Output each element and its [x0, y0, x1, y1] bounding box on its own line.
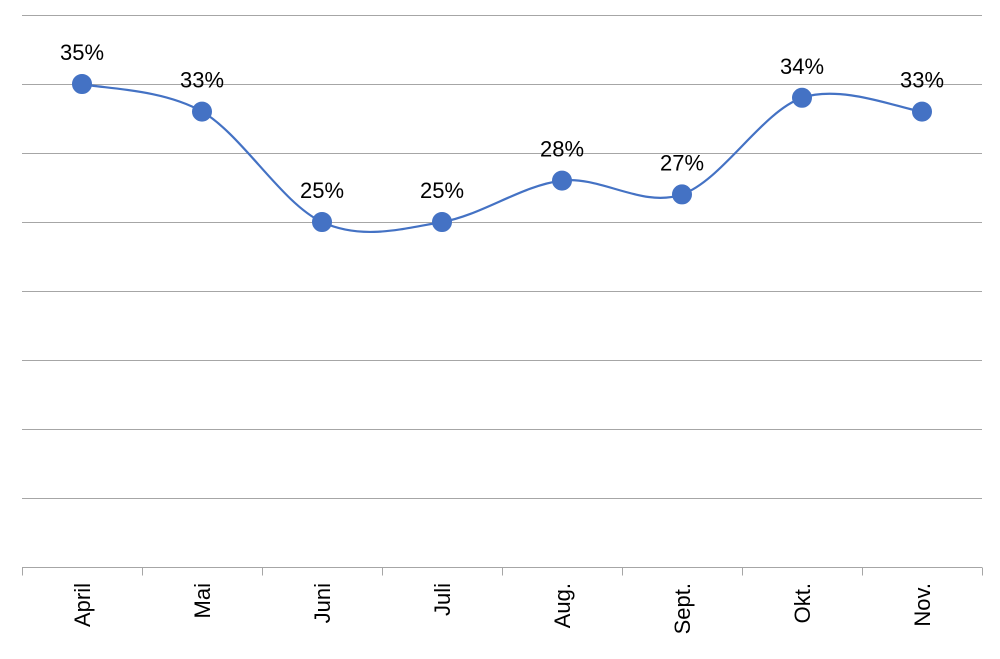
- series-line: [81, 82, 923, 234]
- x-tick-label: Juni: [310, 583, 335, 623]
- data-label: 33%: [900, 68, 944, 93]
- data-label: 35%: [60, 40, 104, 65]
- x-tick-label: Nov.: [910, 583, 935, 627]
- series: [72, 74, 932, 234]
- x-tick-label: Mai: [190, 583, 215, 618]
- x-tick-label: Aug.: [550, 583, 575, 628]
- x-tick-label: Okt.: [790, 583, 815, 623]
- data-point: [552, 170, 572, 191]
- data-label: 33%: [180, 68, 224, 93]
- x-tick-label: Sept.: [670, 583, 695, 634]
- x-axis: April Mai Juni Juli Aug. Sept. Okt. Nov.: [22, 567, 983, 634]
- gridlines: [22, 15, 982, 499]
- data-labels: 35% 33% 25% 25% 28% 27% 34% 33%: [60, 40, 944, 203]
- data-label: 34%: [780, 54, 824, 79]
- data-label: 28%: [540, 137, 584, 162]
- data-point: [792, 87, 812, 108]
- data-point: [912, 101, 932, 122]
- x-tick-label: April: [70, 583, 95, 627]
- data-label: 27%: [660, 150, 704, 175]
- data-point: [432, 212, 452, 232]
- data-point: [192, 101, 212, 122]
- data-point: [72, 74, 92, 94]
- data-point: [312, 212, 332, 232]
- data-label: 25%: [420, 178, 464, 203]
- x-tick-label: Juli: [430, 583, 455, 616]
- data-label: 25%: [300, 178, 344, 203]
- data-point: [672, 184, 692, 205]
